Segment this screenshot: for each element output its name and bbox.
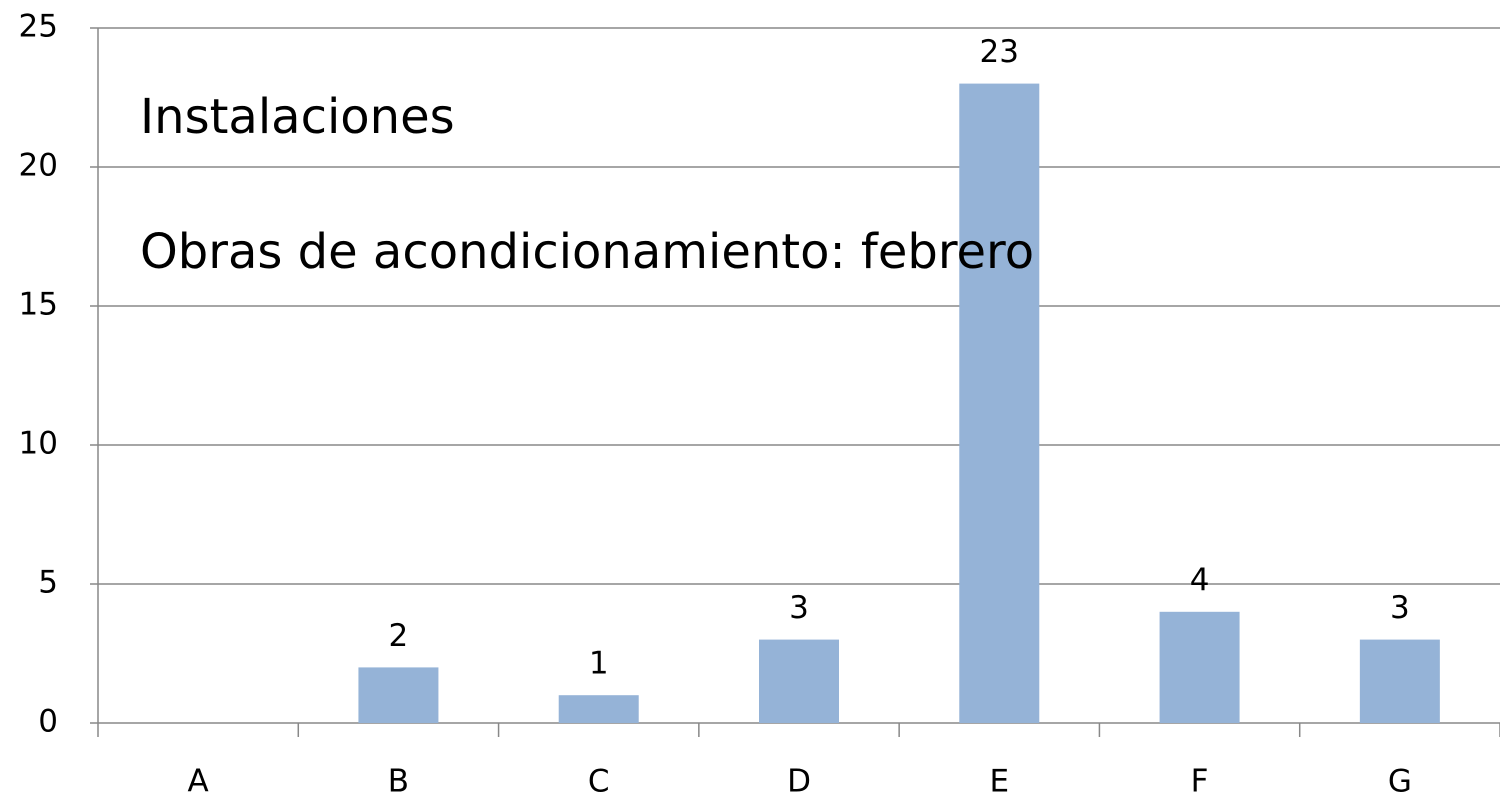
y-tick-label: 20 bbox=[19, 148, 58, 184]
bar bbox=[759, 639, 839, 723]
x-tick-label: D bbox=[787, 764, 811, 800]
data-label: 1 bbox=[589, 646, 609, 682]
y-tick-label: 0 bbox=[38, 704, 58, 740]
bar bbox=[358, 667, 439, 723]
annotation: Obras de acondicionamiento: febrero bbox=[140, 224, 1034, 280]
y-tick-label: 5 bbox=[38, 565, 58, 601]
bar bbox=[959, 83, 1040, 724]
y-tick-label: 15 bbox=[19, 287, 58, 323]
annotation: Instalaciones bbox=[140, 89, 455, 145]
data-label: 4 bbox=[1190, 562, 1210, 598]
y-tick-label: 25 bbox=[19, 9, 58, 45]
y-tick-label: 10 bbox=[19, 426, 58, 462]
data-label: 3 bbox=[789, 590, 809, 626]
x-tick-label: E bbox=[989, 764, 1009, 800]
bar bbox=[558, 695, 639, 723]
data-label: 2 bbox=[389, 618, 409, 654]
data-label: 23 bbox=[980, 34, 1019, 70]
x-tick-label: C bbox=[588, 764, 610, 800]
x-tick-label: F bbox=[1191, 764, 1209, 800]
bar bbox=[1359, 639, 1440, 723]
x-tick-label: B bbox=[388, 764, 409, 800]
bar bbox=[1159, 611, 1240, 723]
data-label: 3 bbox=[1390, 590, 1410, 626]
x-tick-label: G bbox=[1388, 764, 1412, 800]
x-tick-label: A bbox=[188, 764, 209, 800]
